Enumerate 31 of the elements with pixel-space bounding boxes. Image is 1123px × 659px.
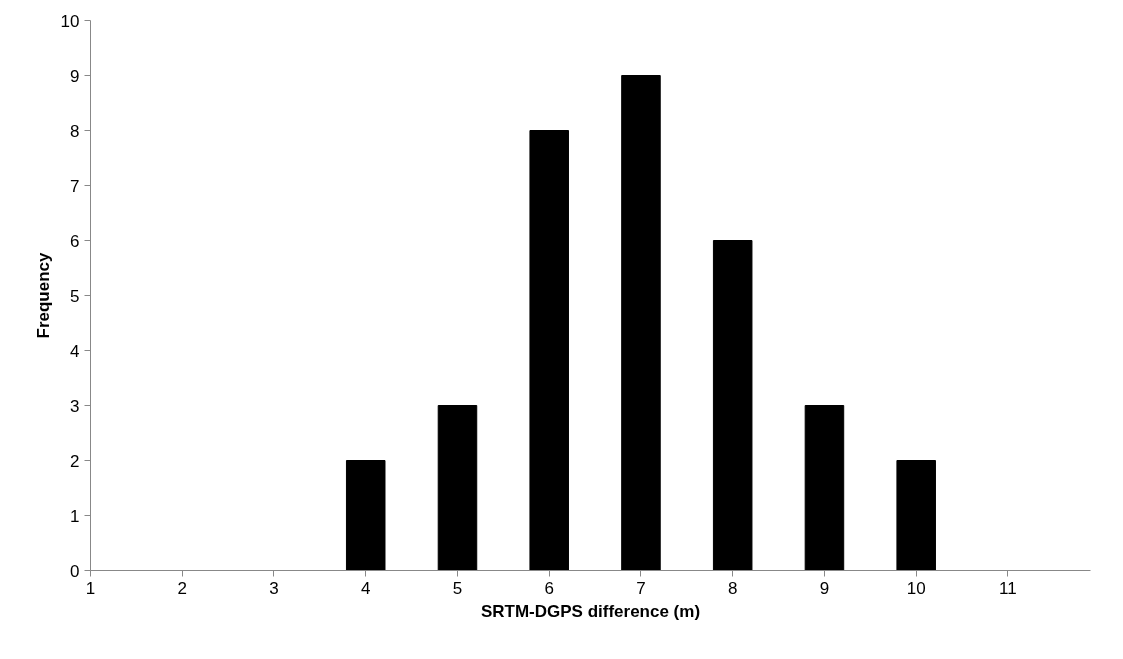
y-tick-label: 9 <box>70 66 80 86</box>
y-tick-label: 8 <box>70 121 80 141</box>
x-tick-label: 9 <box>819 578 830 598</box>
x-tick-label: 3 <box>269 578 279 598</box>
y-tick-label: 1 <box>70 506 80 526</box>
x-tick-label: 1 <box>85 578 96 598</box>
bar <box>896 460 936 571</box>
y-tick-label: 7 <box>70 176 80 196</box>
x-tick-label: 5 <box>452 578 463 598</box>
bar <box>345 460 386 571</box>
bar <box>804 405 845 571</box>
x-tick-label: 7 <box>636 578 646 598</box>
y-tick-label: 3 <box>70 396 80 416</box>
x-tick-label: 2 <box>177 578 187 598</box>
x-axis-title: SRTM-DGPS difference (m) <box>480 601 701 621</box>
x-tick-label: 4 <box>361 578 371 598</box>
x-tick-label: 10 <box>906 578 926 598</box>
bar <box>621 75 661 571</box>
y-tick-label: 5 <box>70 286 80 306</box>
y-axis-title: Frequency <box>33 251 53 339</box>
bar <box>529 130 569 571</box>
y-tick-label: 2 <box>70 451 80 471</box>
y-tick-label: 4 <box>70 341 80 361</box>
bar <box>437 405 478 571</box>
x-tick-label: 11 <box>999 578 1017 598</box>
y-tick-label: 10 <box>60 11 80 31</box>
y-tick-label: 6 <box>70 231 80 251</box>
bar <box>712 240 753 571</box>
x-tick-label: 8 <box>727 578 738 598</box>
y-tick-label: 0 <box>70 561 80 581</box>
x-tick-label: 6 <box>544 578 554 598</box>
